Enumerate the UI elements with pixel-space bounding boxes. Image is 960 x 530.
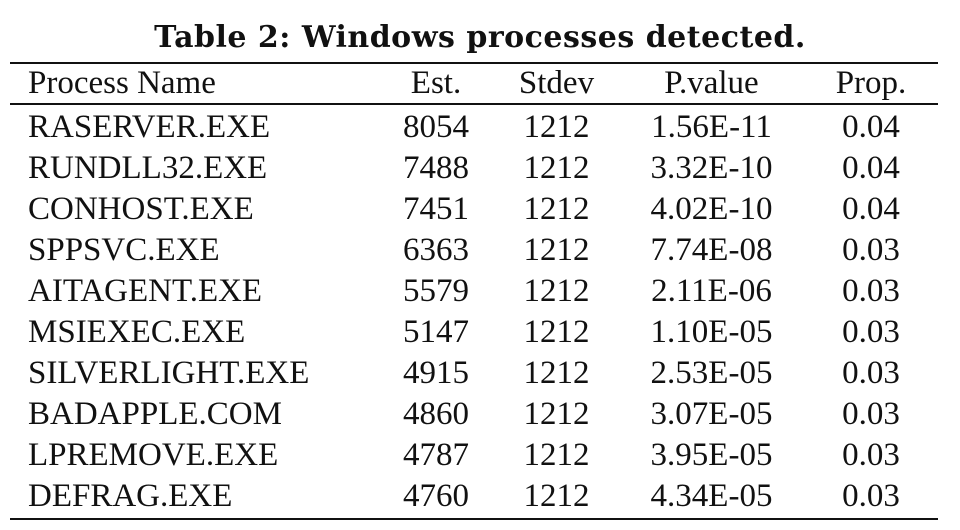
table-row: RASERVER.EXE 8054 1212 1.56E-11 0.04 (10, 103, 938, 148)
cell-pvalue: 3.32E-10 (650, 150, 773, 186)
cell-est: 4860 (403, 396, 469, 432)
cell-prop: 0.03 (842, 355, 900, 391)
cell-prop: 0.04 (842, 109, 900, 145)
cell-stdev: 1212 (523, 314, 590, 350)
header-est: Est. (410, 65, 462, 101)
cell-est: 4787 (403, 437, 469, 473)
bottom-rule (10, 518, 938, 520)
cell-stdev: 1212 (523, 273, 590, 309)
cell-stdev: 1212 (523, 478, 590, 514)
cell-pvalue: 1.10E-05 (650, 314, 773, 350)
cell-stdev: 1212 (523, 396, 590, 432)
table-row: BADAPPLE.COM 4860 1212 3.07E-05 0.03 (10, 394, 938, 435)
cell-est: 4915 (403, 355, 469, 391)
cell-process-name: DEFRAG.EXE (28, 478, 233, 514)
cell-pvalue: 2.11E-06 (651, 273, 772, 309)
cell-process-name: RASERVER.EXE (28, 109, 271, 145)
cell-est: 7488 (403, 150, 469, 186)
cell-pvalue: 4.34E-05 (650, 478, 773, 514)
cell-pvalue: 7.74E-08 (650, 232, 773, 268)
cell-prop: 0.03 (842, 273, 900, 309)
table-row: RUNDLL32.EXE 7488 1212 3.32E-10 0.04 (10, 148, 938, 189)
header-process-name: Process Name (28, 65, 216, 101)
processes-table: Process Name Est. Stdev P.value Prop. RA… (10, 63, 938, 517)
cell-process-name: MSIEXEC.EXE (28, 314, 246, 350)
cell-stdev: 1212 (523, 232, 590, 268)
cell-pvalue: 2.53E-05 (650, 355, 773, 391)
cell-prop: 0.03 (842, 396, 900, 432)
cell-stdev: 1212 (523, 437, 590, 473)
cell-process-name: SILVERLIGHT.EXE (28, 355, 310, 391)
cell-stdev: 1212 (523, 150, 590, 186)
top-rule (10, 62, 938, 64)
cell-process-name: RUNDLL32.EXE (28, 150, 268, 186)
table-row: LPREMOVE.EXE 4787 1212 3.95E-05 0.03 (10, 435, 938, 476)
cell-process-name: SPPSVC.EXE (28, 232, 220, 268)
header-prop: Prop. (835, 65, 907, 101)
cell-process-name: AITAGENT.EXE (28, 273, 263, 309)
cell-prop: 0.04 (842, 191, 900, 227)
cell-stdev: 1212 (523, 355, 590, 391)
cell-est: 7451 (403, 191, 469, 227)
cell-pvalue: 4.02E-10 (650, 191, 773, 227)
header-pvalue: P.value (664, 65, 759, 101)
cell-est: 4760 (403, 478, 469, 514)
cell-stdev: 1212 (523, 191, 590, 227)
header-stdev: Stdev (518, 65, 595, 101)
cell-prop: 0.03 (842, 314, 900, 350)
header-rule (10, 103, 938, 105)
table-row: AITAGENT.EXE 5579 1212 2.11E-06 0.03 (10, 271, 938, 312)
cell-prop: 0.03 (842, 437, 900, 473)
table-caption: Table 2: Windows processes detected. (154, 20, 806, 55)
table-body: RASERVER.EXE 8054 1212 1.56E-11 0.04 RUN… (10, 103, 938, 517)
cell-prop: 0.04 (842, 150, 900, 186)
cell-est: 8054 (403, 109, 469, 145)
cell-process-name: LPREMOVE.EXE (28, 437, 279, 473)
table-row: DEFRAG.EXE 4760 1212 4.34E-05 0.03 (10, 476, 938, 517)
table-row: SILVERLIGHT.EXE 4915 1212 2.53E-05 0.03 (10, 353, 938, 394)
cell-process-name: BADAPPLE.COM (28, 396, 282, 432)
cell-est: 6363 (403, 232, 469, 268)
cell-process-name: CONHOST.EXE (28, 191, 254, 227)
header-row: Process Name Est. Stdev P.value Prop. (10, 63, 938, 103)
cell-pvalue: 1.56E-11 (651, 109, 772, 145)
cell-pvalue: 3.07E-05 (650, 396, 773, 432)
cell-est: 5579 (403, 273, 469, 309)
table-header: Process Name Est. Stdev P.value Prop. (10, 63, 938, 103)
cell-est: 5147 (403, 314, 469, 350)
cell-stdev: 1212 (523, 109, 590, 145)
cell-pvalue: 3.95E-05 (650, 437, 773, 473)
table-row: SPPSVC.EXE 6363 1212 7.74E-08 0.03 (10, 230, 938, 271)
cell-prop: 0.03 (842, 478, 900, 514)
cell-prop: 0.03 (842, 232, 900, 268)
table-row: CONHOST.EXE 7451 1212 4.02E-10 0.04 (10, 189, 938, 230)
table-row: MSIEXEC.EXE 5147 1212 1.10E-05 0.03 (10, 312, 938, 353)
